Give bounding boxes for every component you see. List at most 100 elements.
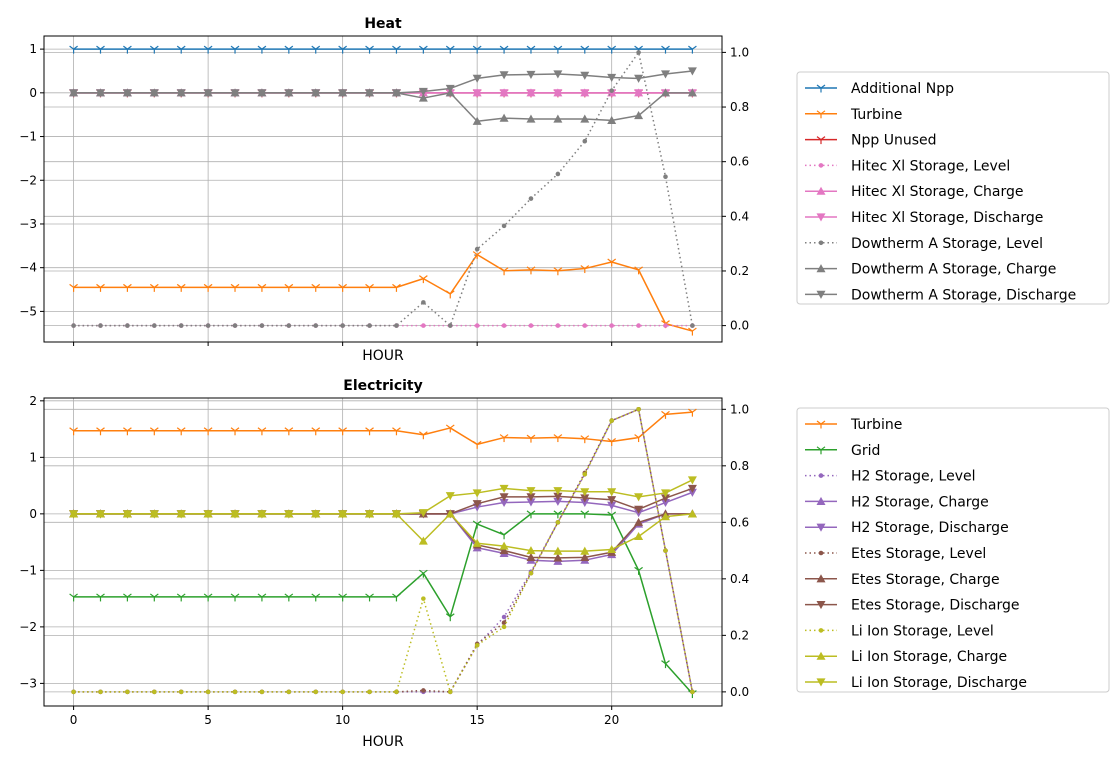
legend-label: Dowtherm A Storage, Discharge (851, 287, 1076, 303)
series-line (73, 70, 693, 94)
chart-electricity-y-ticks: 2 1 0 −1 −2 −3 (19, 394, 44, 690)
data-point (582, 323, 588, 328)
legend-item-npp-unused: Npp Unused (805, 133, 936, 149)
data-point (580, 265, 590, 274)
data-point (501, 614, 507, 620)
legend-item-etes-storage-discharge: Etes Storage, Discharge (805, 598, 1020, 614)
chart-heat-y-ticks: 1 0 −1 −2 −3 −4 −5 (19, 42, 44, 318)
chart-electricity-grid (44, 398, 722, 706)
data-point (69, 45, 78, 54)
data-point (418, 509, 428, 518)
legend-item-grid: Grid (805, 443, 880, 459)
data-point (501, 620, 507, 625)
chart-heat-series (69, 45, 697, 336)
data-point (580, 498, 590, 508)
data-point (259, 689, 265, 695)
data-point (526, 498, 536, 507)
data-point (580, 89, 590, 98)
data-point (284, 45, 294, 54)
data-point (69, 510, 79, 519)
data-point (634, 493, 644, 502)
legend-item-etes-storage-charge: Etes Storage, Charge (805, 572, 1000, 588)
data-point (499, 267, 509, 276)
data-point (257, 89, 267, 98)
data-point (472, 45, 482, 54)
legend-label: H2 Storage, Charge (851, 494, 989, 510)
data-point (607, 45, 617, 54)
series-line (73, 513, 693, 695)
legend-label: Dowtherm A Storage, Charge (851, 262, 1056, 278)
data-point (607, 496, 617, 505)
data-point (96, 89, 105, 98)
data-point (661, 498, 670, 508)
data-point (580, 435, 590, 444)
legend-swatch-marker (816, 264, 826, 273)
y-tick-label: 1 (29, 42, 37, 56)
data-point (365, 283, 374, 292)
legend-label: Npp Unused (851, 133, 936, 149)
data-point (688, 45, 697, 54)
data-point (176, 283, 186, 292)
data-point (553, 89, 563, 98)
data-point (634, 505, 644, 514)
series-grid (69, 510, 697, 699)
data-point (634, 111, 644, 120)
data-point (232, 689, 238, 695)
legend-item-additional-npp: Additional Npp (805, 81, 954, 97)
data-point (178, 323, 184, 328)
data-point (418, 93, 428, 102)
chart-heat-y2-ticks: 0.0 0.2 0.4 0.6 0.8 1.0 (722, 45, 749, 333)
y2-tick-label: 0.4 (730, 209, 749, 223)
chart-heat-x-ticks (73, 342, 613, 346)
data-point (69, 593, 78, 602)
legend-item-li-ion-storage-level: Li Ion Storage, Level (805, 623, 994, 639)
data-point (445, 45, 455, 54)
legend-label: H2 Storage, Discharge (851, 520, 1009, 536)
data-point (582, 471, 588, 477)
chart-electricity-xlabel: HOUR (362, 734, 404, 750)
legend-swatch-marker (816, 290, 826, 299)
data-point (661, 88, 670, 97)
chart-electricity-legend: Turbine Grid H2 Storage, Level H2 Storage, … (796, 407, 1110, 693)
data-point (526, 487, 536, 496)
legend-label: Additional Npp (851, 81, 954, 97)
data-point (340, 689, 345, 695)
data-point (125, 323, 130, 328)
chart-electricity-title: Electricity (343, 378, 422, 394)
data-point (636, 323, 641, 328)
legend-item-turbine: Turbine (805, 107, 902, 123)
legend-label: Etes Storage, Discharge (851, 598, 1020, 614)
data-point (421, 323, 426, 328)
series-line (73, 479, 693, 515)
data-point (418, 569, 428, 578)
data-point (152, 689, 157, 695)
data-point (392, 593, 401, 602)
legend-swatch-marker (816, 651, 826, 660)
legend-swatch-marker (818, 163, 824, 168)
y-tick-label: −1 (19, 130, 37, 144)
data-point (580, 71, 590, 80)
legend-swatch-marker (816, 213, 826, 222)
data-point (69, 89, 79, 98)
legend-swatch-marker (816, 574, 826, 583)
legend-item-turbine: Turbine (805, 417, 902, 433)
data-point (528, 196, 534, 201)
data-point (71, 689, 76, 695)
series-turbine (69, 251, 697, 336)
legend-item-hitec-xl-storage-discharge: Hitec Xl Storage, Discharge (805, 210, 1043, 226)
data-point (230, 45, 240, 54)
y2-tick-label: 0.2 (730, 628, 749, 642)
y2-tick-label: 1.0 (730, 45, 749, 59)
data-point (634, 566, 643, 575)
data-point (96, 427, 105, 436)
data-point (634, 266, 643, 275)
data-point (526, 493, 536, 502)
legend-swatch-marker (816, 84, 826, 93)
data-point (203, 283, 213, 292)
data-point (501, 624, 507, 630)
data-point (580, 488, 590, 497)
data-point (421, 300, 426, 305)
legend-swatch-marker (816, 678, 826, 687)
data-point (555, 171, 561, 177)
data-point (259, 323, 265, 328)
